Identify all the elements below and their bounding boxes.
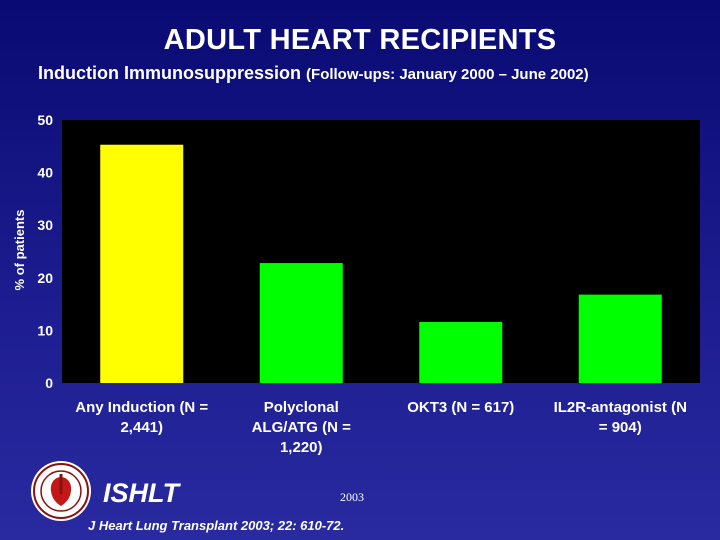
bar — [578, 294, 662, 383]
y-tick-label: 0 — [45, 375, 53, 391]
x-tick-label: IL2R-antagonist (N = 904) — [554, 399, 687, 436]
page-title: ADULT HEART RECIPIENTS — [163, 24, 557, 56]
subtitle-main: Induction Immunosuppression — [38, 63, 302, 83]
y-axis-label: % of patients — [12, 210, 27, 291]
citation: J Heart Lung Transplant 2003; 22: 610-72… — [88, 518, 345, 533]
x-tick-label: Polyclonal ALG/ATG (N = 1,220) — [252, 399, 352, 456]
y-tick-label: 10 — [37, 322, 53, 338]
y-tick-label: 20 — [37, 270, 53, 286]
ishlt-brand: ISHLT — [103, 478, 179, 508]
ishlt-seal-icon — [31, 461, 91, 521]
subtitle-followup-range: (Follow-ups: January 2000 – June 2002) — [306, 66, 589, 83]
y-axis: 0 10 20 30 40 50 — [37, 112, 53, 391]
y-tick-label: 30 — [37, 217, 53, 233]
y-tick-label: 40 — [37, 165, 53, 181]
bar — [259, 263, 343, 383]
publication-year: 2003 — [340, 490, 364, 504]
page-subtitle: Induction Immunosuppression (Follow-ups:… — [38, 63, 718, 84]
y-tick-label: 50 — [37, 112, 53, 128]
x-tick-label: Any Induction (N = 2,441) — [75, 399, 208, 436]
x-axis-labels: Any Induction (N = 2,441) Polyclonal ALG/AT… — [75, 399, 687, 456]
x-tick-label: OKT3 (N = 617) — [407, 399, 514, 416]
bar — [419, 321, 503, 383]
bar-series — [100, 144, 662, 383]
bar — [100, 144, 184, 383]
